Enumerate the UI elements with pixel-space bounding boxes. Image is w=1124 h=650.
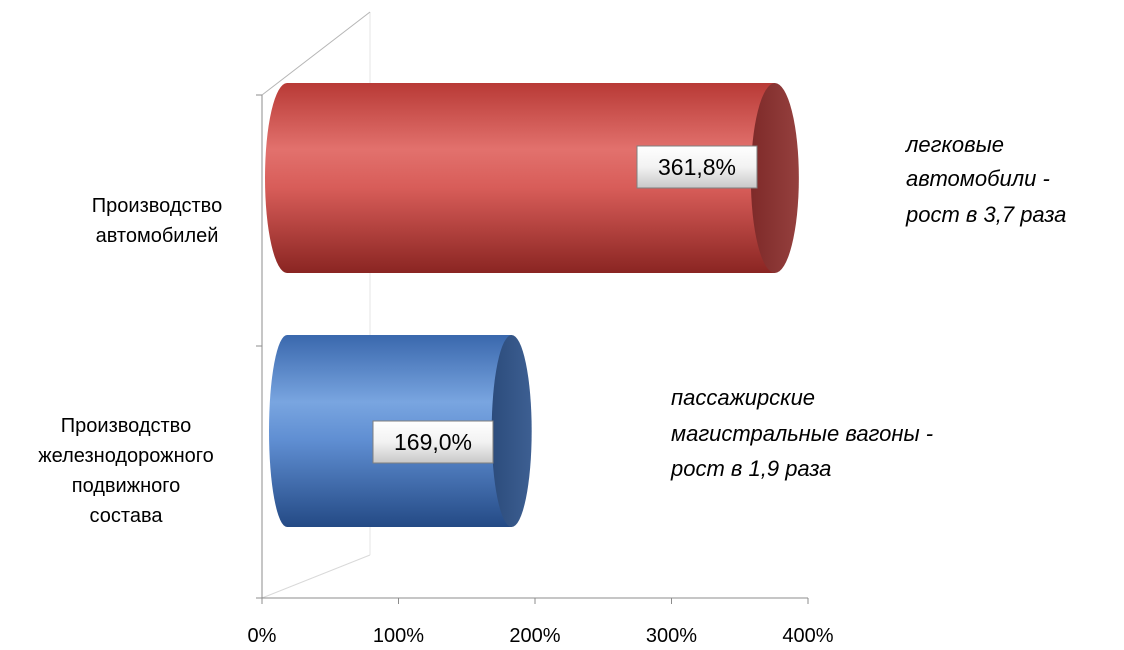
x-tick-label: 100% xyxy=(373,625,424,647)
x-tick-label: 300% xyxy=(646,625,697,647)
frame-top-diagonal xyxy=(261,11,371,96)
annotation-line: автомобили - xyxy=(906,166,1050,191)
x-ticks: 0% 100% 200% 300% 400% xyxy=(248,598,834,647)
data-label-text: 361,8% xyxy=(658,154,736,180)
x-tick-label: 0% xyxy=(248,625,277,647)
annotation-line: рост в 3,7 раза xyxy=(905,202,1066,227)
annotation-line: магистральные вагоны - xyxy=(671,421,933,446)
floor-diagonal xyxy=(261,554,371,599)
category-label-2: Производство железнодорожного подвижного со… xyxy=(38,415,213,527)
bar-1: 361,8% xyxy=(265,83,799,273)
bar-end-cap xyxy=(750,83,799,273)
data-label-box xyxy=(636,145,758,189)
data-label-box xyxy=(372,420,494,464)
annotation-line: рост в 1,9 раза xyxy=(670,456,831,481)
annotation-line: пассажирские xyxy=(671,385,815,410)
data-label-text: 169,0% xyxy=(394,429,472,455)
annotation-2: пассажирские магистральные вагоны - рост в… xyxy=(670,385,933,481)
x-tick-label: 400% xyxy=(782,625,833,647)
category-label-line: подвижного xyxy=(72,475,181,497)
annotation-1: легковые автомобили - рост в 3,7 раза xyxy=(904,132,1066,227)
category-label-line: автомобилей xyxy=(96,225,219,247)
bar-2: 169,0% xyxy=(269,335,532,527)
data-label: 361,8% xyxy=(636,145,758,189)
category-labels: Производство автомобилей Производство желез… xyxy=(38,195,222,527)
bar-end-cap xyxy=(491,335,532,527)
category-label-line: Производство xyxy=(61,415,191,437)
category-label-line: Производство xyxy=(92,195,222,217)
data-label: 169,0% xyxy=(372,420,494,464)
category-label-line: состава xyxy=(90,505,164,527)
category-label-line: железнодорожного xyxy=(38,445,213,467)
bars: 361,8% 169,0% xyxy=(265,83,799,527)
annotation-line: легковые xyxy=(904,132,1004,157)
category-label-1: Производство автомобилей xyxy=(92,195,222,247)
annotations: легковые автомобили - рост в 3,7 раза пасса… xyxy=(670,132,1066,481)
bar-body xyxy=(265,83,775,273)
x-tick-label: 200% xyxy=(509,625,560,647)
